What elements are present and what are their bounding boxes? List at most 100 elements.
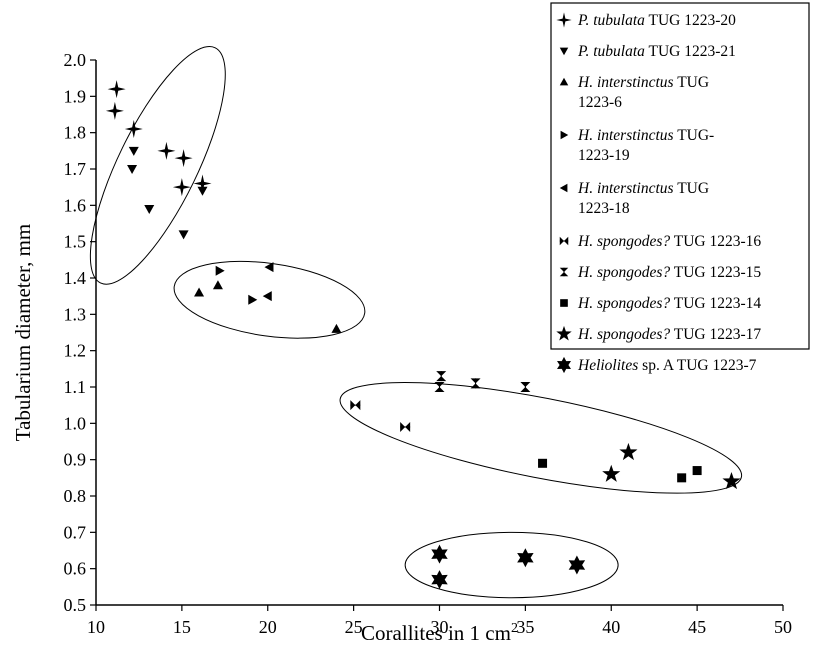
data-point [520, 382, 531, 392]
data-point [619, 442, 638, 461]
legend-entry-4: H. interstinctus TUG- [577, 127, 714, 144]
legend-marker [560, 130, 569, 140]
y-tick-label: 1.0 [64, 413, 87, 433]
data-point [107, 80, 126, 99]
y-axis-label: Tabularium diameter, mm [11, 224, 35, 442]
data-point [127, 165, 138, 174]
series-1 [105, 80, 212, 197]
data-point [677, 473, 687, 483]
y-tick-label: 0.8 [64, 486, 87, 506]
legend-entry-10: Heliolites sp. A TUG 1223-7 [577, 357, 757, 374]
data-point [105, 101, 124, 120]
legend-entry-5: H. interstinctus TUG [577, 180, 709, 197]
data-point [178, 230, 189, 240]
series-3 [194, 280, 342, 333]
data-point [157, 141, 176, 160]
legend-marker [559, 267, 569, 277]
x-tick-label: 25 [345, 617, 363, 637]
x-tick-label: 20 [259, 617, 277, 637]
series-4 [215, 265, 258, 305]
data-point [172, 178, 191, 197]
y-tick-label: 1.3 [64, 304, 87, 324]
legend-entry-7: H. spongodes? TUG 1223-15 [577, 264, 761, 281]
y-tick-label: 0.6 [64, 559, 87, 579]
data-point [331, 323, 342, 333]
data-point [722, 471, 741, 490]
data-point [400, 421, 411, 432]
legend-entry-5-line2: 1223-18 [578, 200, 630, 217]
x-tick-label: 45 [688, 617, 706, 637]
legend-entry-9: H. spongodes? TUG 1223-17 [577, 326, 761, 343]
x-axis-label-text: Corallites in 1 cm [361, 621, 511, 645]
legend-entry-8: H. spongodes? TUG 1223-14 [577, 295, 761, 312]
data-point [470, 378, 481, 389]
series-6 [350, 400, 411, 432]
legend-marker [559, 183, 568, 193]
x-tick-label: 35 [516, 617, 534, 637]
data-point [602, 464, 621, 482]
y-tick-label: 1.4 [64, 268, 87, 288]
y-tick-label: 1.6 [64, 195, 87, 215]
legend-entry-1: P. tubulata TUG 1223-20 [577, 12, 736, 29]
series-8 [538, 458, 702, 483]
y-tick-label: 0.7 [64, 522, 87, 542]
legend-entry-3: H. interstinctus TUG [577, 74, 709, 91]
y-tick-label: 1.2 [64, 341, 87, 361]
data-point [692, 466, 702, 476]
y-tick-label: 1.1 [64, 377, 87, 397]
x-tick-label: 10 [87, 617, 105, 637]
legend-entry-4-line2: 1223-19 [578, 147, 630, 164]
grouping-ellipses [89, 46, 743, 599]
x-tick-label: 40 [602, 617, 620, 637]
legend-entry-2: P. tubulata TUG 1223-21 [577, 43, 736, 60]
data-point [436, 371, 447, 382]
x-tick-label: 15 [173, 617, 191, 637]
data-point [128, 146, 139, 156]
data-point [174, 149, 193, 168]
legend-box [550, 2, 810, 350]
grouping-ellipse-4 [404, 531, 619, 599]
data-point [193, 174, 212, 193]
y-tick-label: 1.8 [64, 123, 87, 143]
data-point [517, 548, 534, 568]
data-point [212, 280, 223, 290]
data-point [568, 555, 586, 575]
y-tick-label: 0.9 [64, 450, 87, 470]
grouping-ellipse-1 [89, 46, 226, 285]
legend-marker [556, 325, 572, 341]
data-point [434, 382, 445, 392]
y-tick-label: 1.9 [64, 86, 87, 106]
data-point [124, 120, 143, 139]
x-axis-label: Corallites in 1 cm2 [361, 621, 518, 645]
x-tick-label: 50 [774, 617, 792, 637]
grouping-ellipse-2 [173, 260, 366, 339]
legend-marker [559, 236, 569, 246]
series-9 [602, 442, 741, 490]
y-tick-label: 1.7 [64, 159, 87, 179]
y-tick-label: 1.5 [64, 232, 87, 252]
data-points [105, 80, 741, 590]
series-10 [431, 544, 586, 590]
data-point [350, 400, 361, 411]
axes: 10 15 20 25 30 35 40 45 50 0.5 0.6 0.7 0.8 0.9 1.0 1.1 1… [64, 50, 793, 637]
legend-marker [559, 47, 569, 56]
data-point [264, 262, 274, 273]
x-tick-label: 30 [431, 617, 449, 637]
legend-marker [560, 299, 568, 307]
legend-marker [559, 77, 569, 86]
series-5 [262, 262, 274, 302]
data-point [538, 458, 548, 468]
data-point [248, 294, 258, 305]
data-point [215, 265, 225, 276]
y-tick-label: 2.0 [64, 50, 87, 70]
legend-entry-6: H. spongodes? TUG 1223-16 [577, 233, 761, 250]
legend-marker [556, 12, 572, 28]
data-point [197, 186, 208, 196]
legend-entry-3-line2: 1223-6 [578, 94, 622, 111]
series-7 [434, 371, 531, 392]
data-point [431, 544, 448, 564]
series-2 [127, 146, 208, 240]
x-axis-label-superscript: 2 [511, 621, 518, 636]
data-point [144, 204, 155, 214]
